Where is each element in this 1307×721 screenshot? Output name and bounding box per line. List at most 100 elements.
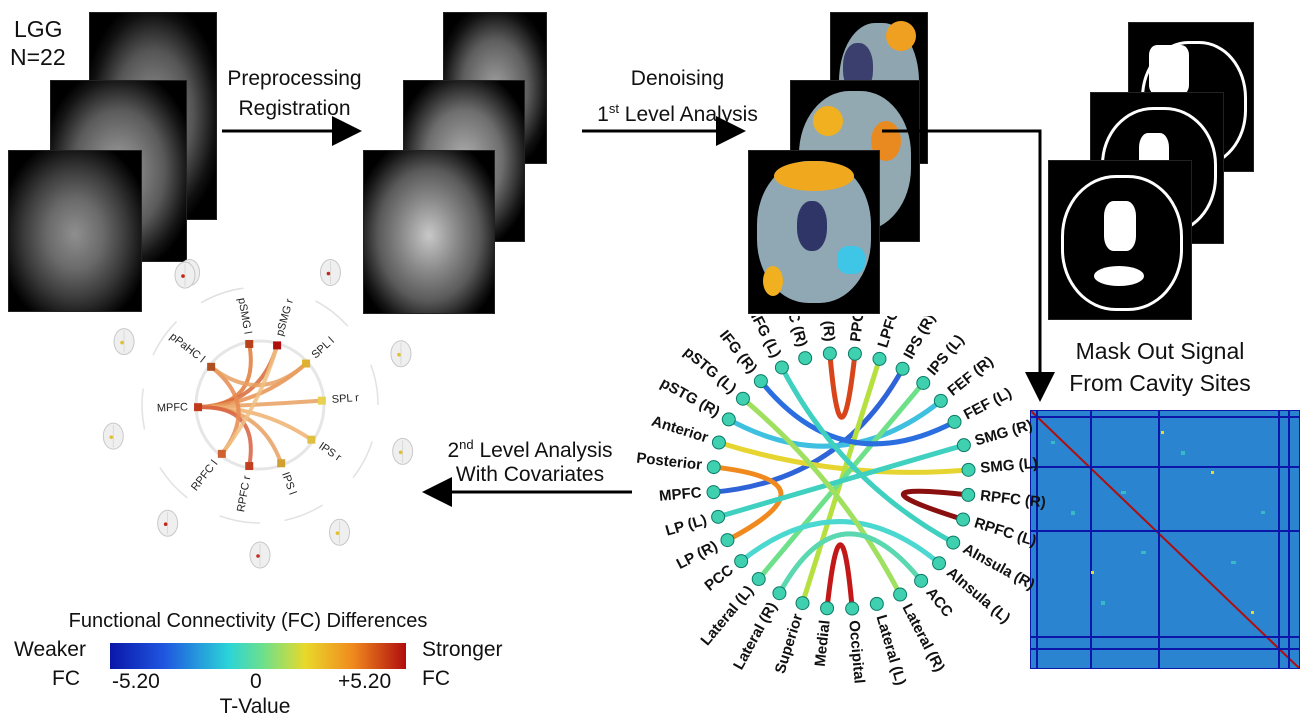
colorbar-tick-zero: 0 — [250, 670, 262, 693]
brain-thumbnail-arc — [200, 288, 240, 304]
brain-thumbnail-marker — [120, 340, 124, 345]
connectogram-node — [872, 351, 887, 366]
connectogram-label: Lateral (L) — [873, 613, 910, 687]
small-connectogram-label: RPFC l — [189, 458, 220, 493]
small-connectogram-label: IPS r — [316, 440, 343, 464]
brain-thumbnail-arc — [284, 504, 323, 522]
connectivity-matrix-grid — [1031, 411, 1299, 668]
cavity-mask-front — [1048, 160, 1192, 320]
colorbar-axis-label: T-Value — [219, 695, 291, 718]
brain-thumbnail-arc — [352, 441, 373, 479]
connectogram-label: SMG (R) — [973, 417, 1035, 450]
connectogram-node — [946, 535, 961, 550]
connectogram-label: PCC — [701, 561, 736, 594]
brain-thumbnail-marker — [256, 554, 260, 558]
connectogram-label: FEF (L) — [961, 384, 1015, 423]
connectogram-node — [869, 596, 884, 611]
connectogram-label: LPFC (R) — [815, 316, 838, 342]
connectogram-node — [895, 361, 910, 376]
connectogram-label: ACC — [922, 585, 956, 621]
connectogram-label: RPFC (R) — [979, 487, 1046, 511]
raw-mri-slice-front — [8, 150, 142, 312]
connectogram-node — [798, 351, 813, 366]
connectogram-node — [956, 438, 971, 453]
connectogram-edge — [758, 378, 958, 447]
connectogram-edge — [824, 542, 855, 612]
brain-thumbnail-marker — [109, 435, 114, 439]
connectogram-node — [706, 460, 721, 475]
brain-thumbnail-arc — [152, 321, 178, 356]
small-connectogram-edge — [197, 405, 253, 467]
mask-line1: Mask Out Signal — [1075, 338, 1245, 364]
connectogram-node — [711, 509, 726, 524]
connectogram-node — [847, 346, 862, 361]
connectogram-node — [956, 512, 971, 527]
connectogram-node — [711, 435, 726, 450]
brain-thumbnail-arc — [370, 364, 379, 406]
activation-map-front — [748, 150, 880, 314]
connectogram-label: LP (L) — [664, 512, 709, 540]
small-connectogram-node — [245, 339, 254, 348]
connectogram-label: IPS (R) — [900, 316, 939, 362]
connectogram-node — [734, 554, 749, 569]
brain-thumbnail-arc — [219, 515, 261, 524]
mask-line2: From Cavity Sites — [1069, 370, 1251, 396]
cohort-group: LGG — [14, 16, 63, 42]
connectogram-node — [720, 533, 735, 548]
connectogram-node — [961, 462, 976, 477]
connectogram-node — [822, 346, 837, 361]
connectogram-node — [751, 572, 766, 587]
connectogram-edge — [779, 364, 956, 546]
registered-mri-slice-front — [363, 150, 495, 314]
colorbar-right-label-2: FC — [422, 667, 450, 690]
step1-line2: Registration — [238, 97, 351, 120]
small-connectogram-brain-thumbnails — [102, 259, 414, 569]
step1-line1: Preprocessing — [227, 67, 362, 90]
arrow-mask — [882, 129, 1055, 402]
brain-thumbnail-marker — [335, 531, 340, 536]
brain-thumbnail-marker — [181, 274, 185, 278]
large-connectogram-nodes — [706, 346, 976, 616]
connectogram-label: Anterior — [649, 413, 710, 447]
connectogram-label: MPFC — [658, 484, 702, 505]
small-connectogram-edge — [220, 344, 280, 456]
small-connectogram-node — [307, 435, 316, 444]
connectogram-node — [753, 374, 768, 389]
brain-thumbnail-arc — [141, 388, 146, 430]
connectogram-edge — [776, 531, 924, 596]
connectogram-label: RPFC (L) — [972, 514, 1038, 550]
small-connectogram-nodes — [194, 339, 326, 471]
connectogram-node — [845, 601, 860, 616]
connectogram-node — [933, 393, 948, 408]
connectogram-node — [706, 485, 721, 500]
small-connectogram-node — [317, 396, 326, 405]
small-connectogram-label: RPFC r — [235, 475, 253, 514]
brain-thumbnail-marker — [397, 352, 401, 357]
small-connectogram-node — [273, 341, 282, 350]
connectogram-node — [893, 587, 908, 602]
connectogram-edge — [710, 366, 906, 495]
connectogram-label: SMG (L) — [980, 455, 1039, 477]
connectogram-node — [820, 601, 835, 616]
connectogram-label: LPFC (L) — [874, 316, 909, 350]
connectivity-matrix — [1030, 410, 1300, 669]
connectogram-node — [961, 487, 976, 502]
small-connectogram-node — [277, 459, 286, 468]
connectogram-label: Superior — [772, 612, 807, 676]
connectogram-label: LP (R) — [674, 538, 721, 573]
cohort-size: N=22 — [10, 44, 66, 70]
connectogram-edge — [827, 350, 858, 420]
step3-line2: With Covariates — [455, 463, 605, 486]
small-connectogram-edge — [209, 362, 308, 388]
connectogram-label: Medial — [812, 619, 834, 667]
connectogram-edge — [740, 396, 903, 598]
small-connectogram-node — [245, 462, 254, 471]
brain-thumbnail-marker — [326, 271, 331, 276]
small-connectogram-label: SPL l — [309, 335, 336, 361]
colorbar-right-label-1: Stronger — [422, 638, 503, 661]
small-connectogram-node — [302, 359, 311, 368]
colorbar — [110, 643, 406, 669]
small-connectogram-label: SPL r — [331, 392, 359, 406]
small-connectogram-node — [217, 449, 226, 458]
